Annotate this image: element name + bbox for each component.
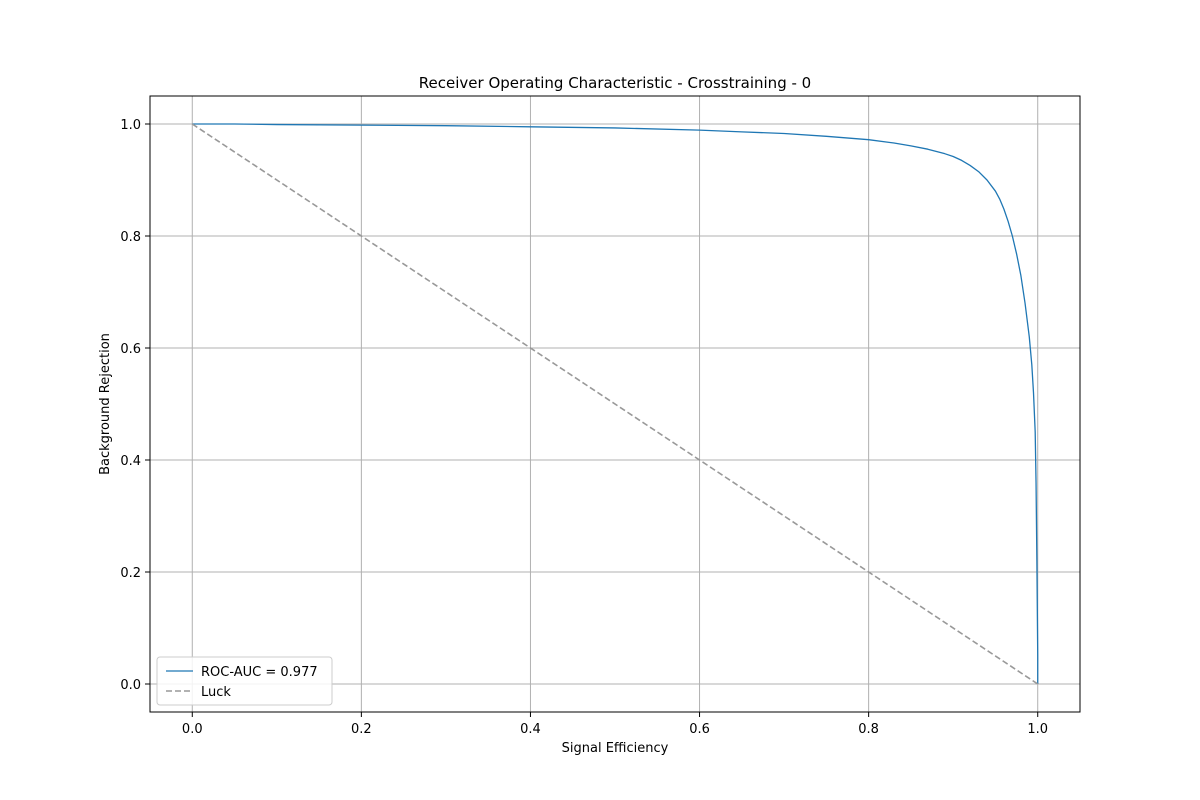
x-tick-label: 1.0: [1027, 722, 1048, 737]
x-tick-label: 0.6: [689, 722, 710, 737]
luck-line: [191, 123, 1039, 685]
x-axis-label: Signal Efficiency: [562, 741, 669, 756]
y-tick-label: 1.0: [120, 118, 141, 133]
grid: [150, 96, 1080, 712]
plot-area: [191, 123, 1039, 685]
legend-label: ROC-AUC = 0.977: [201, 665, 318, 680]
y-axis-label: Background Rejection: [98, 333, 113, 475]
x-tick-label: 0.4: [520, 722, 541, 737]
y-tick-label: 0.2: [120, 566, 141, 581]
y-tick-label: 0.4: [120, 454, 141, 469]
legend-label: Luck: [201, 685, 231, 700]
y-tick-label: 0.8: [120, 230, 141, 245]
roc-curve: [192, 123, 1039, 684]
axis-ticks: 0.0 0.2 0.4 0.6 0.8 1.0 0.0 0.2 0.4 0.6 0.8 1.0: [120, 118, 1048, 737]
chart-title: Receiver Operating Characteristic - Cros…: [419, 74, 811, 92]
x-tick-label: 0.2: [351, 722, 372, 737]
legend-box: [156, 656, 333, 706]
legend: ROC-AUC = 0.977 Luck: [156, 656, 333, 706]
axes-frame: [149, 95, 1081, 713]
y-tick-label: 0.6: [120, 342, 141, 357]
x-tick-label: 0.0: [182, 722, 203, 737]
y-tick-label: 0.0: [120, 678, 141, 693]
x-tick-label: 0.8: [858, 722, 879, 737]
